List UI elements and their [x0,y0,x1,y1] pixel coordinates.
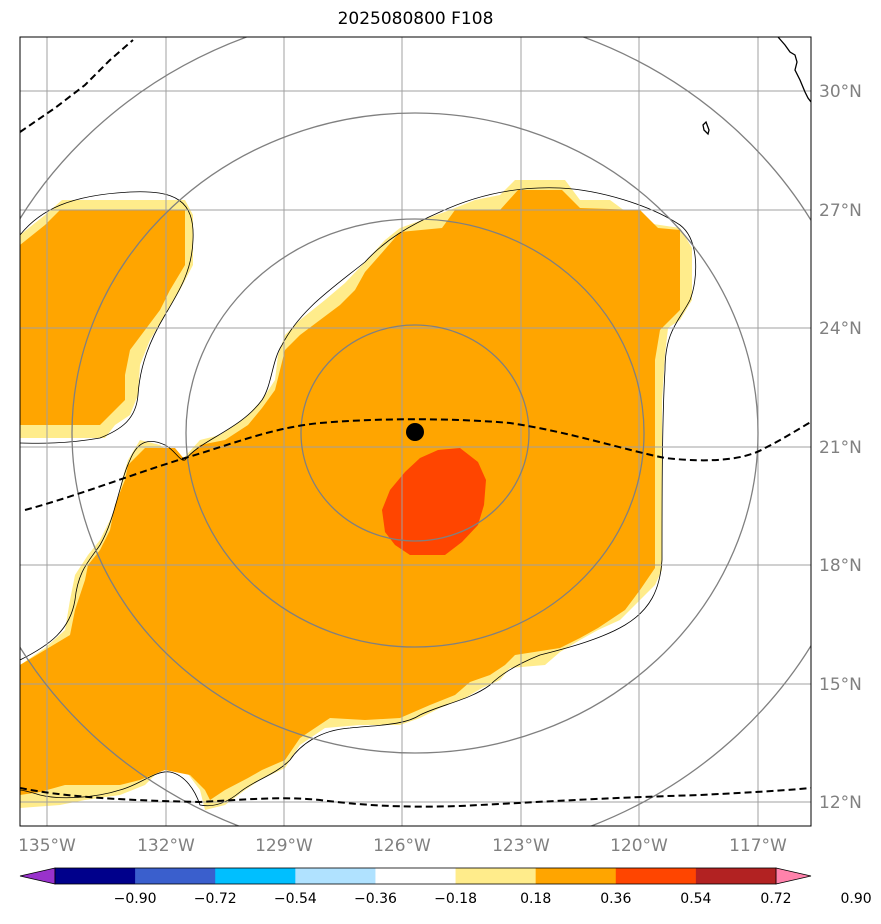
colorbar-swatch-1 [55,868,136,884]
plot-frame [19,36,812,827]
colorbar-frame [54,867,777,885]
colorbar-swatch-7 [535,868,617,884]
lat-label-27n: 27°N [819,201,862,221]
lon-label-123w: 123°W [492,836,550,856]
colorbar-swatch-9 [695,868,777,884]
colorbar-label: −0.36 [354,891,397,907]
longitude-labels: 135°W 132°W 129°W 126°W 123°W 120°W 117°… [18,836,787,856]
lat-label-12n: 12°N [819,793,862,813]
range-ring-3 [71,112,759,754]
map-title: 2025080800 F108 [337,9,494,29]
range-ring-2 [185,218,645,648]
colorbar-swatch-8 [615,868,697,884]
latitude-labels: 30°N 27°N 24°N 21°N 18°N 15°N 12°N [819,82,862,813]
lon-label-132w: 132°W [137,836,195,856]
range-rings [20,37,811,826]
storm-center-marker [406,423,424,441]
colorbar-label: 0.18 [520,891,551,907]
colorbar-label: −0.90 [114,891,157,907]
colorbar-extend-low [19,867,56,885]
lon-label-120w: 120°W [610,836,668,856]
colorbar-swatch-2 [135,868,216,884]
lat-label-18n: 18°N [819,556,862,576]
colorbar-swatch-4 [295,868,376,884]
colorbar-label: −0.54 [274,891,317,907]
colorbar-swatch-3 [215,868,296,884]
colorbar-label: 0.72 [760,891,791,907]
colorbar: −0.90 −0.72 −0.54 −0.36 −0.18 0.18 0.36 0.54 0.7… [19,867,872,907]
anomaly-core-red [382,448,486,555]
orange-fill-main [20,190,680,800]
colorbar-label: 0.54 [680,891,711,907]
colorbar-label: −0.18 [434,891,477,907]
lon-label-117w: 117°W [729,836,787,856]
colorbar-extend-high [775,867,812,885]
map-plot-area [20,37,811,826]
dashed-contours [20,39,811,808]
dashed-contour-middle [24,418,811,511]
outline-main [20,187,697,807]
anomaly-region-west [20,191,194,444]
lon-label-126w: 126°W [373,836,431,856]
island-outline [702,120,710,136]
lat-label-15n: 15°N [819,675,862,695]
lat-label-21n: 21°N [819,438,862,458]
anomaly-region-main [20,180,697,810]
lat-label-30n: 30°N [819,82,862,102]
coastline [702,37,811,136]
colorbar-swatch-5 [375,868,457,884]
colorbar-label: 0.36 [600,891,631,907]
lon-label-129w: 129°W [255,836,313,856]
outline-west [20,191,194,444]
dashed-contour-northwest [20,39,134,133]
range-ring-1 [300,324,530,542]
lat-label-24n: 24°N [819,319,862,339]
orange-fill-west [20,210,185,425]
colorbar-label: −0.72 [194,891,237,907]
colorbar-label: 0.90 [841,891,872,907]
coastline-northeast [777,37,811,103]
dashed-contour-south [20,787,811,808]
colorbar-swatch-6 [455,868,537,884]
lon-label-135w: 135°W [18,836,76,856]
